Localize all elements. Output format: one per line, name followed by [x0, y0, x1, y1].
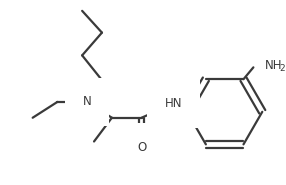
- Text: N: N: [83, 95, 92, 108]
- Text: HN: HN: [164, 97, 182, 110]
- Text: 2: 2: [279, 64, 285, 73]
- Text: O: O: [137, 141, 146, 154]
- Text: NH: NH: [265, 59, 283, 72]
